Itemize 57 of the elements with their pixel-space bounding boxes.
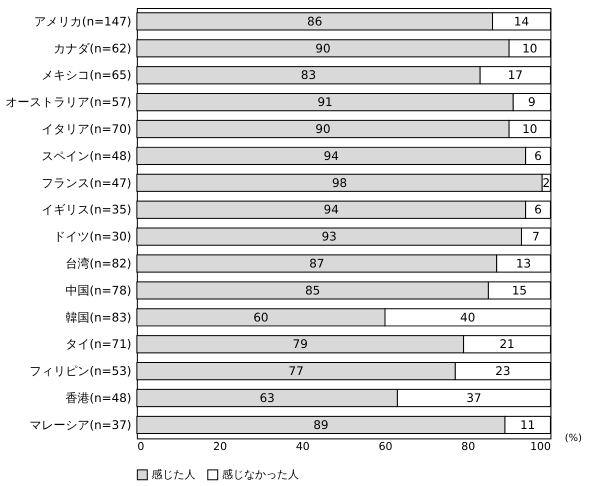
y-tick-label: 中国(n=78) [65,283,132,298]
data-label: 94 [324,202,339,217]
y-tick-label: 韓国(n=83) [65,310,132,324]
y-tick-label: マレーシア(n=37) [29,418,132,432]
data-label: 90 [315,122,331,136]
x-axis-title: (%) [564,432,582,444]
legend-label: 感じた人 [152,468,196,481]
x-tick-label: 100 [530,440,551,453]
data-label: 13 [516,256,532,270]
y-tick-label: 台湾(n=82) [65,256,132,270]
data-label: 86 [307,14,322,28]
data-label: 37 [466,391,482,406]
data-label: 23 [495,364,510,378]
legend-label: 感じなかった人 [222,468,300,481]
x-tick-label: 20 [213,440,228,453]
y-tick-label: オーストラリア(n=57) [5,95,132,110]
data-label: 77 [288,364,304,378]
data-label: 2 [542,176,550,190]
y-tick-label: カナダ(n=62) [53,41,132,56]
data-label: 94 [324,148,339,163]
data-label: 6 [534,202,542,217]
data-label: 17 [508,68,523,82]
data-label: 79 [292,337,308,352]
y-tick-label: イタリア(n=70) [41,122,132,136]
data-label: 40 [460,310,476,324]
data-label: 85 [305,283,320,298]
y-tick-label: メキシコ(n=65) [41,68,132,82]
y-tick-label: タイ(n=71) [65,337,132,352]
y-tick-label: イギリス(n=35) [41,202,132,217]
data-label: 60 [253,310,269,324]
data-label: 11 [520,418,536,432]
data-label: 83 [300,68,316,82]
y-tick-label: 香港(n=48) [65,391,132,406]
data-label: 6 [534,148,542,163]
y-tick-label: ドイツ(n=30) [53,230,132,244]
y-tick-label: アメリカ(n=147) [34,14,132,28]
data-label: 87 [309,256,324,270]
data-label: 7 [532,230,540,244]
y-tick-label: フランス(n=47) [41,176,132,190]
x-tick-label: 60 [378,440,392,453]
data-label: 9 [528,95,536,110]
x-tick-label: 80 [461,440,476,453]
data-label: 89 [313,418,328,432]
data-label: 93 [322,230,337,244]
data-label: 10 [522,122,538,136]
data-label: 10 [522,41,538,56]
data-label: 21 [499,337,515,352]
data-label: 14 [514,14,530,28]
x-tick-label: 0 [137,440,144,453]
data-label: 63 [260,391,275,406]
y-tick-label: フィリピン(n=53) [29,364,132,378]
x-tick-label: 40 [296,440,310,453]
data-label: 91 [317,95,333,110]
data-label: 98 [332,176,348,190]
data-label: 15 [512,283,527,298]
data-label: 90 [315,41,331,56]
y-tick-label: スペイン(n=48) [41,148,132,163]
